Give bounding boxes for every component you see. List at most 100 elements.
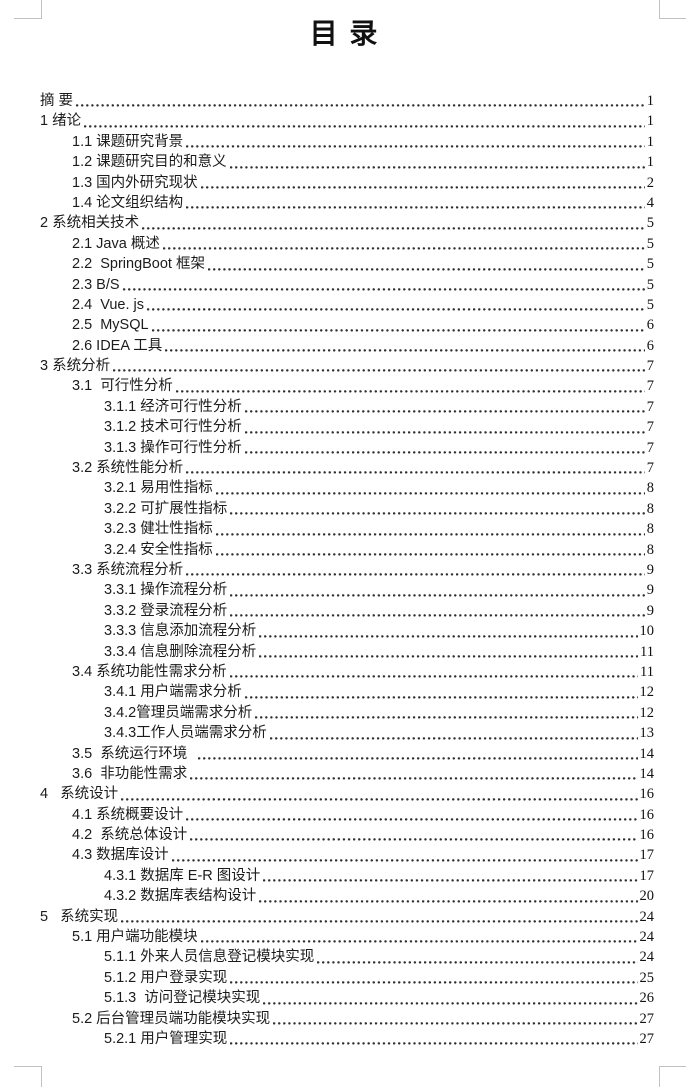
toc-entry[interactable]: 3.2.3 健壮性指标 8	[40, 519, 654, 540]
toc-entry-label: 3.1.3 操作可行性分析	[104, 439, 242, 456]
toc-entry[interactable]: 3.4.1 用户端需求分析 12	[40, 682, 655, 703]
toc-entry[interactable]: 3.2.1 易用性指标 8	[40, 478, 654, 499]
toc-page-number: 10	[639, 623, 655, 640]
dot-leader	[244, 417, 645, 438]
dot-leader	[186, 192, 645, 214]
dot-leader	[230, 1028, 638, 1050]
toc-page-number: 12	[639, 684, 655, 701]
toc-entry[interactable]: 3.4 系统功能性需求分析 11	[40, 661, 654, 683]
toc-page-number: 1	[646, 93, 654, 109]
toc-entry[interactable]: 3.5 系统运行环境 14	[40, 743, 655, 764]
toc-entry[interactable]: 1.3 国内外研究现状 2	[40, 172, 654, 193]
toc-entry[interactable]: 5 系统实现 24	[40, 906, 654, 928]
toc-entry-label: 5.1.1 外来人员信息登记模块实现	[104, 949, 315, 966]
toc-entry[interactable]: 2.3 B/S 5	[40, 274, 654, 295]
dot-leader	[162, 233, 645, 255]
toc-entry-label: 2 系统相关技术	[40, 215, 140, 232]
toc-entry-label: 4.1 系统概要设计	[72, 806, 184, 823]
toc-entry[interactable]: 2.2 SpringBoot 框架 5	[40, 254, 654, 275]
toc-entry[interactable]: 2.6 IDEA 工具 6	[40, 335, 654, 357]
toc-entry[interactable]: 2.4 Vue. js 5	[40, 294, 654, 316]
toc-page-number: 8	[646, 521, 654, 538]
toc-entry[interactable]: 3.3.4 信息删除流程分析 11	[40, 641, 654, 662]
toc-entry[interactable]: 3.3 系统流程分析 9	[40, 559, 654, 581]
toc-entry-label: 1 绪论	[40, 113, 82, 130]
dot-leader	[147, 294, 645, 316]
toc-entry[interactable]: 3 系统分析 7	[40, 356, 654, 377]
toc-entry[interactable]: 3.3.1 操作流程分析 9	[40, 580, 654, 601]
toc-entry[interactable]: 1.2 课题研究目的和意义 1	[40, 152, 654, 173]
toc-entry-label: 3.4.1 用户端需求分析	[104, 684, 242, 701]
toc-page-number: 24	[639, 929, 655, 946]
toc-entry[interactable]: 3.1.3 操作可行性分析 7	[40, 437, 654, 459]
toc-entry[interactable]: 3.2.2 可扩展性指标 8	[40, 498, 654, 520]
toc-entry[interactable]: 3.1.2 技术可行性分析 7	[40, 417, 654, 438]
dot-leader	[215, 478, 645, 499]
toc-entry[interactable]: 4 系统设计 16	[40, 784, 654, 805]
toc-entry[interactable]: 1.1 课题研究背景 1	[40, 131, 654, 153]
toc-entry[interactable]: 2 系统相关技术 5	[40, 213, 654, 234]
dot-leader	[200, 927, 638, 948]
toc-entry-label: 2.1 Java 概述	[72, 235, 160, 252]
toc-page-number: 5	[646, 276, 654, 293]
toc-entry-label: 3.1.1 经济可行性分析	[104, 398, 242, 415]
toc-entry[interactable]: 1.4 论文组织结构 4	[40, 192, 654, 214]
dot-leader	[230, 967, 638, 989]
toc-entry[interactable]: 2.5 MySQL 6	[40, 315, 654, 336]
dot-leader	[259, 641, 639, 662]
toc-page-number: 9	[646, 582, 654, 599]
toc-entry[interactable]: 4.3.1 数据库 E-R 图设计 17	[40, 865, 654, 887]
toc-entry-label: 3.2 系统性能分析	[72, 460, 184, 477]
toc-page-number: 7	[646, 378, 654, 395]
toc-entry[interactable]: 5.2 后台管理员端功能模块实现 27	[40, 1008, 655, 1029]
toc-entry-label: 3.3.1 操作流程分析	[104, 582, 228, 599]
toc-entry[interactable]: 4.3.2 数据库表结构设计 20	[40, 886, 654, 907]
toc-entry[interactable]: 3.1 可行性分析 7	[40, 376, 654, 397]
toc-entry-label: 5.2.1 用户管理实现	[104, 1030, 228, 1047]
toc-page-number: 13	[639, 725, 655, 742]
toc-entry[interactable]: 3.2.4 安全性指标 8	[40, 539, 654, 560]
toc-entry[interactable]: 5.1.2 用户登录实现 25	[40, 967, 654, 989]
toc-entry[interactable]: 1 绪论 1	[40, 111, 654, 132]
toc-entry[interactable]: 3.3.2 登录流程分析 9	[40, 600, 654, 622]
toc-entry-label: 5.1 用户端功能模块	[72, 929, 198, 946]
toc-entry[interactable]: 5.1.1 外来人员信息登记模块实现 24	[40, 947, 654, 968]
toc-entry[interactable]: 4.3 数据库设计 17	[40, 845, 654, 866]
toc-entry-label: 5.1.2 用户登录实现	[104, 969, 228, 986]
toc-entry-label: 3.3 系统流程分析	[72, 561, 184, 578]
dot-leader	[259, 621, 638, 642]
toc-entry[interactable]: 摘 要 1	[40, 91, 654, 112]
dot-leader	[186, 559, 645, 581]
toc-page-number: 7	[646, 439, 654, 456]
toc-entry-label: 4.3.1 数据库 E-R 图设计	[104, 867, 261, 884]
toc-title: 目 录	[309, 18, 380, 49]
toc-entry[interactable]: 3.3.3 信息添加流程分析 10	[40, 621, 655, 642]
toc-page-number: 14	[639, 745, 655, 762]
toc-entry[interactable]: 5.2.1 用户管理实现 27	[40, 1028, 654, 1050]
toc-page-number: 27	[639, 1010, 655, 1027]
toc-entry-label: 3.4 系统功能性需求分析	[72, 663, 227, 680]
margin-mark-bottom-right-icon	[659, 1066, 686, 1087]
toc-entry[interactable]: 3.2 系统性能分析 7	[40, 458, 654, 479]
toc-entry[interactable]: 3.6 非功能性需求 14	[40, 763, 654, 785]
toc-entry[interactable]: 3.4.3工作人员端需求分析 13	[40, 723, 655, 744]
dot-leader	[151, 315, 645, 336]
dot-leader	[230, 498, 645, 520]
toc-entry[interactable]: 5.1.3 访问登记模块实现 26	[40, 988, 654, 1009]
dot-leader	[165, 335, 645, 357]
toc-entry[interactable]: 3.1.1 经济可行性分析 7	[40, 396, 654, 418]
toc-entry[interactable]: 5.1 用户端功能模块 24	[40, 927, 655, 948]
toc-entry[interactable]: 4.2 系统总体设计 16	[40, 825, 654, 846]
dot-leader	[317, 947, 638, 968]
dot-leader	[273, 1008, 638, 1029]
toc-page-number: 8	[646, 541, 654, 558]
toc-page-number: 5	[646, 296, 654, 313]
toc-page-number: 8	[646, 480, 654, 497]
dot-leader	[263, 988, 638, 1009]
toc-entry[interactable]: 2.1 Java 概述 5	[40, 233, 654, 255]
toc-entry[interactable]: 4.1 系统概要设计 16	[40, 804, 654, 826]
toc-entry-label: 3.2.2 可扩展性指标	[104, 500, 228, 517]
toc-page-number: 7	[646, 460, 654, 477]
toc-list: 摘 要 1 1 绪论 1 1.1 课题研究背景 1 1.2 课题研究目的和意义 …	[40, 91, 655, 1050]
toc-entry[interactable]: 3.4.2管理员端需求分析 12	[40, 702, 654, 724]
